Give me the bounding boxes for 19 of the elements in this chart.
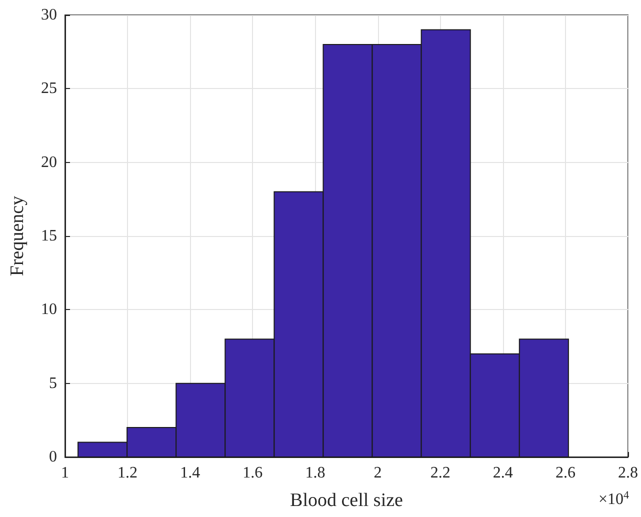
x-tick-label: 1.8	[305, 464, 326, 482]
y-tick-label: 0	[49, 448, 57, 466]
y-tick-label: 25	[41, 80, 57, 98]
y-tick-label: 20	[41, 154, 57, 171]
x-tick-label: 1.6	[242, 464, 263, 482]
x-tick-label: 2.4	[492, 464, 513, 482]
y-tick-label: 5	[49, 374, 57, 392]
x-tick-label: 1.2	[118, 464, 138, 482]
x-tick-label: 1	[61, 464, 69, 482]
x-axis-title: Blood cell size	[290, 490, 403, 511]
y-axis-title: Frequency	[7, 195, 28, 276]
x-tick-label: 2	[374, 464, 382, 482]
x-tick-label: 2.8	[618, 464, 638, 482]
y-tick-label: 10	[41, 301, 57, 318]
y-tick-label: 30	[41, 6, 57, 24]
x-tick-label: 2.2	[430, 464, 450, 482]
x-tick-label: 1.4	[180, 464, 200, 482]
y-tick-label: 15	[41, 228, 57, 244]
x-tick-label: 2.6	[555, 464, 576, 482]
